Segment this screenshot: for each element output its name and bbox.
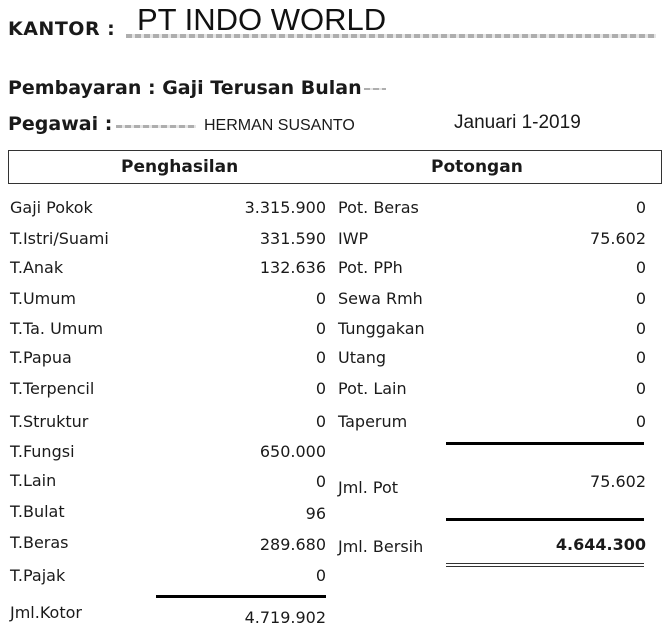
- deduction-label: Tunggakan: [338, 319, 425, 338]
- deduction-label: Taperum: [338, 412, 408, 431]
- redacted-employee-id: [116, 125, 196, 128]
- deduction-value: 0: [635, 198, 646, 217]
- income-value: 0: [315, 566, 326, 585]
- deduction-label: Pot. PPh: [338, 258, 403, 277]
- income-label: T.Umum: [10, 289, 76, 308]
- gross-total-value: 4.719.902: [244, 608, 326, 627]
- income-column-header: Penghasilan: [121, 157, 239, 177]
- income-value: 0: [315, 319, 326, 338]
- income-value: 650.000: [259, 442, 326, 461]
- income-label: T.Pajak: [10, 566, 66, 585]
- income-value: 132.636: [259, 258, 326, 277]
- deduction-label: Pot. Lain: [338, 379, 407, 398]
- income-value: 0: [315, 412, 326, 431]
- income-value: 0: [315, 472, 326, 491]
- income-value: 0: [315, 289, 326, 308]
- income-label: T.Beras: [10, 533, 69, 552]
- income-value: 289.680: [259, 535, 326, 554]
- income-value: 96: [305, 504, 326, 523]
- deduction-label: Sewa Rmh: [338, 289, 423, 308]
- income-label: T.Fungsi: [10, 442, 75, 461]
- income-value: 0: [315, 379, 326, 398]
- deduction-label: Utang: [338, 348, 387, 367]
- income-label: T.Struktur: [10, 412, 89, 431]
- deduction-value: 0: [635, 289, 646, 308]
- net-double-underline: [446, 563, 644, 567]
- income-label: T.Papua: [10, 348, 72, 367]
- deduction-value: 0: [635, 379, 646, 398]
- office-label: KANTOR :: [8, 18, 116, 40]
- pay-period: Januari 1-2019: [454, 112, 581, 133]
- total-deductions-value: 75.602: [590, 472, 646, 491]
- employee-label: Pegawai :: [8, 113, 113, 135]
- deduction-value: 75.602: [590, 229, 646, 248]
- employee-name: HERMAN SUSANTO: [204, 117, 355, 134]
- deduction-value: 0: [635, 319, 646, 338]
- income-label: T.Ta. Umum: [10, 319, 104, 338]
- income-value: 331.590: [259, 229, 326, 248]
- redacted-month: [364, 88, 386, 90]
- deduction-label: Pot. Beras: [338, 198, 419, 217]
- deduction-column-header: Potongan: [431, 157, 523, 177]
- net-pay-label: Jml. Bersih: [338, 537, 424, 556]
- payment-label: Pembayaran : Gaji Terusan Bulan: [8, 77, 362, 99]
- income-value: 0: [315, 348, 326, 367]
- income-label: Gaji Pokok: [10, 198, 93, 217]
- income-label: T.Terpencil: [10, 379, 95, 398]
- deduction-subtotal-rule: [446, 442, 644, 445]
- deduction-value: 0: [635, 348, 646, 367]
- total-deductions-label: Jml. Pot: [338, 478, 399, 497]
- net-pay-value: 4.644.300: [555, 535, 646, 554]
- company-name: PT INDO WORLD: [137, 2, 387, 37]
- income-label: T.Istri/Suami: [10, 229, 109, 248]
- deduction-value: 0: [635, 412, 646, 431]
- income-label: T.Anak: [10, 258, 64, 277]
- gross-total-label: Jml.Kotor: [10, 603, 82, 622]
- table-header-box: [8, 150, 662, 184]
- deduction-value: 0: [635, 258, 646, 277]
- deduction-label: IWP: [338, 229, 369, 248]
- gross-total-rule: [156, 595, 326, 598]
- net-rule: [446, 518, 644, 521]
- income-label: T.Bulat: [10, 502, 65, 521]
- income-label: T.Lain: [10, 471, 57, 490]
- income-value: 3.315.900: [244, 198, 326, 217]
- redacted-office-address: [126, 34, 656, 38]
